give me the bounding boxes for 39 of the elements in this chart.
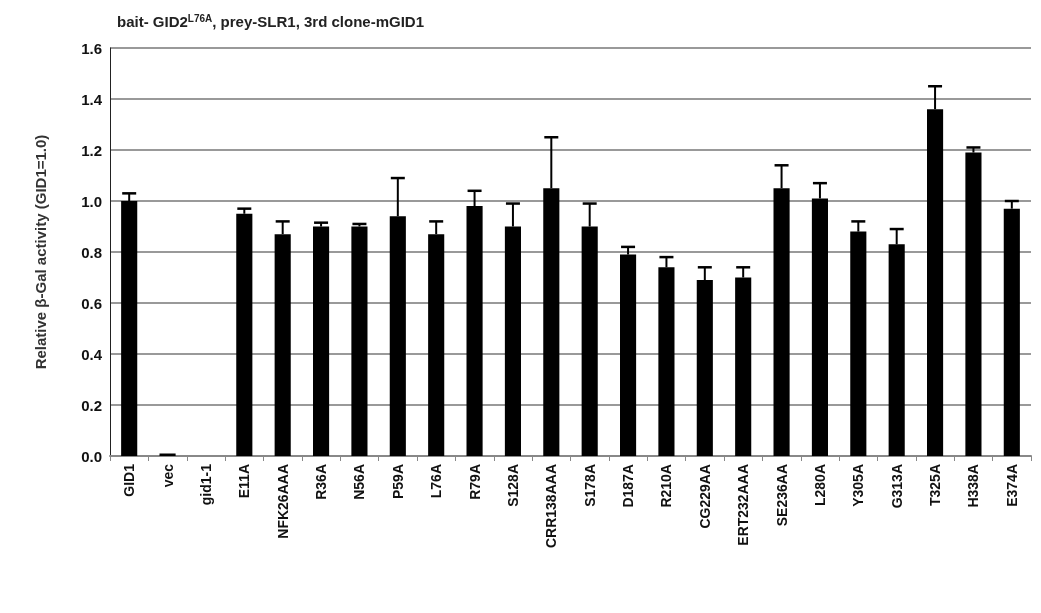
y-tick-label: 1.2 xyxy=(81,141,102,159)
x-tick-label: L76A xyxy=(428,464,445,499)
x-tick-label: Y305A xyxy=(850,464,867,507)
x-tick-label: gid1-1 xyxy=(197,463,214,506)
x-tick-label: NFK26AAA xyxy=(274,464,291,539)
y-tick-label: 1.4 xyxy=(81,90,103,108)
y-axis-title: Relative β-Gal activity (GID1=1.0) xyxy=(32,134,49,370)
x-tick-label: E374A xyxy=(1003,464,1020,507)
x-tick-label: R36A xyxy=(313,464,330,500)
bar xyxy=(351,226,368,456)
x-tick-label: P59A xyxy=(389,464,406,500)
x-tick-label: L280A xyxy=(811,464,828,507)
bar xyxy=(965,152,982,456)
x-tick-label: G313A xyxy=(888,464,905,509)
bar xyxy=(159,453,176,456)
bar xyxy=(313,226,330,456)
x-tick-label: H338A xyxy=(965,464,982,508)
y-tick-label: 1.6 xyxy=(81,39,102,57)
x-tick-label: vec xyxy=(159,463,176,488)
y-tick-label: 0.4 xyxy=(81,345,103,363)
x-tick-label: ERT232AAA xyxy=(735,464,752,546)
y-tick-label: 0.0 xyxy=(81,447,102,465)
x-tick-label: R79A xyxy=(466,464,483,500)
x-tick-label: N56A xyxy=(351,464,368,500)
x-tick-label: S178A xyxy=(581,464,598,507)
x-tick-label: SE236AA xyxy=(773,464,790,527)
x-tick-label: R210A xyxy=(658,464,675,508)
y-tick-label: 0.2 xyxy=(81,396,102,414)
x-tick-label: CG229AA xyxy=(696,464,713,529)
x-tick-label: GID1 xyxy=(121,463,138,497)
y-tick-label: 1.0 xyxy=(81,192,102,210)
x-tick-label: CRR138AAA xyxy=(543,464,560,549)
x-tick-label: S128A xyxy=(504,464,521,507)
bar xyxy=(236,213,253,456)
x-tick-label: E11A xyxy=(236,464,253,499)
y-tick-label: 0.8 xyxy=(81,243,102,261)
y-tick-label: 0.6 xyxy=(81,294,102,312)
x-tick-label: D187A xyxy=(620,464,637,508)
x-tick-label: T325A xyxy=(927,464,944,507)
